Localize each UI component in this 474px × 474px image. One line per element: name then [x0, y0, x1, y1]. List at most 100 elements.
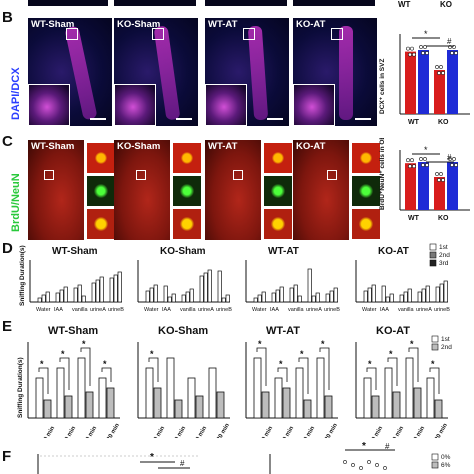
- bar: [295, 367, 304, 419]
- bar: [174, 399, 183, 419]
- zoom-tile: [351, 142, 381, 174]
- bar: [99, 276, 104, 303]
- x-tick-label: IAA: [270, 307, 279, 313]
- bar: [149, 287, 154, 303]
- micrograph-3: WT-AT: [205, 18, 289, 126]
- legend-label: 6%: [441, 462, 451, 469]
- sig-mark: *: [431, 359, 435, 369]
- data-point: [448, 157, 452, 161]
- bar: [113, 274, 118, 303]
- bar: [363, 377, 372, 419]
- bar: [381, 285, 386, 303]
- bar: [195, 395, 204, 419]
- x-tick-label: Water: [252, 307, 267, 313]
- bar: [399, 294, 404, 303]
- bar: [216, 391, 225, 419]
- sig-mark: *: [279, 359, 283, 369]
- zoom-tile: [172, 175, 202, 207]
- micrograph-title: KO-AT: [296, 141, 326, 152]
- sig-mark: *: [40, 359, 44, 369]
- data-point: [439, 172, 443, 176]
- bar: [207, 269, 212, 303]
- bar: [447, 50, 458, 114]
- x-tick-label: urineA: [416, 307, 432, 313]
- bar: [385, 296, 390, 303]
- micrograph-4: KO-AT: [293, 18, 377, 126]
- sig-mark: *: [82, 339, 86, 349]
- data-point: [383, 466, 387, 470]
- sig-mark: *: [424, 145, 428, 155]
- x-tick-label: vanilla: [72, 307, 89, 313]
- bar: [363, 290, 368, 303]
- bar: [435, 286, 440, 303]
- inset-zoom: [28, 84, 70, 126]
- bar: [417, 291, 422, 303]
- sig-bracket: [319, 347, 330, 390]
- bar: [63, 286, 68, 303]
- bar: [56, 367, 65, 419]
- sig-bracket: [277, 367, 288, 382]
- sig-mark: *: [61, 349, 65, 359]
- bar: [367, 287, 372, 303]
- data-point: [423, 157, 427, 161]
- legend-swatch: [429, 243, 437, 251]
- zoom-tile: [351, 208, 381, 240]
- x-tick-label: Water: [144, 307, 159, 313]
- bar: [333, 287, 338, 303]
- bar: [434, 399, 443, 419]
- bar: [443, 280, 448, 303]
- bar: [329, 290, 334, 303]
- bar: [163, 285, 168, 303]
- bar: [43, 399, 52, 419]
- sig-bracket: [256, 347, 267, 386]
- bar: [77, 284, 82, 303]
- y-axis-label: BrdU⁺NeuN⁺ cells in OB: [379, 138, 386, 210]
- x-tick-label: 90 min: [194, 425, 209, 438]
- chart-title: WT-Sham: [52, 246, 98, 257]
- bar: [389, 293, 394, 303]
- bar: [145, 367, 154, 419]
- data-point: [452, 157, 456, 161]
- data-point: [375, 463, 379, 467]
- bar: [275, 289, 280, 303]
- x-tick-label: 60 min: [173, 425, 188, 438]
- bar: [45, 291, 50, 303]
- sig-bracket: [429, 367, 440, 394]
- data-point: [406, 46, 410, 51]
- sig-mark: #: [447, 153, 452, 162]
- chart-title: KO-Sham: [160, 246, 206, 257]
- bar: [293, 284, 298, 303]
- data-point: [421, 51, 425, 55]
- bar: [426, 377, 435, 419]
- bar: [37, 297, 42, 303]
- bar: [325, 293, 330, 303]
- bar: [106, 387, 115, 419]
- x-tick-label: 120 min: [105, 422, 122, 438]
- data-point: [419, 45, 423, 49]
- legend-label: 0%: [441, 454, 451, 461]
- data-point: [454, 51, 458, 55]
- panel-e-label: E: [2, 318, 13, 335]
- x-tick-label: urineB: [108, 307, 124, 313]
- bar: [77, 357, 86, 419]
- chart-title: KO-AT: [378, 246, 409, 257]
- x-tick-label: urineB: [434, 307, 450, 313]
- data-point: [359, 466, 363, 470]
- legend-label: 2nd: [439, 252, 450, 259]
- panel-d-label: D: [2, 240, 13, 257]
- bar: [187, 377, 196, 419]
- bar: [384, 367, 393, 419]
- sig-bracket: [366, 367, 377, 390]
- sig-bracket: [59, 357, 70, 390]
- x-tick-label: 60 min: [391, 425, 406, 438]
- bar: [371, 284, 376, 303]
- x-tick-label: 30 min: [370, 425, 385, 438]
- micrograph-title: WT-Sham: [31, 141, 75, 152]
- bar: [41, 294, 46, 303]
- bar: [185, 291, 190, 303]
- data-point: [408, 164, 412, 169]
- bar: [279, 286, 284, 303]
- x-tick-label: urineB: [324, 307, 340, 313]
- x-tick-label: KO: [438, 119, 449, 126]
